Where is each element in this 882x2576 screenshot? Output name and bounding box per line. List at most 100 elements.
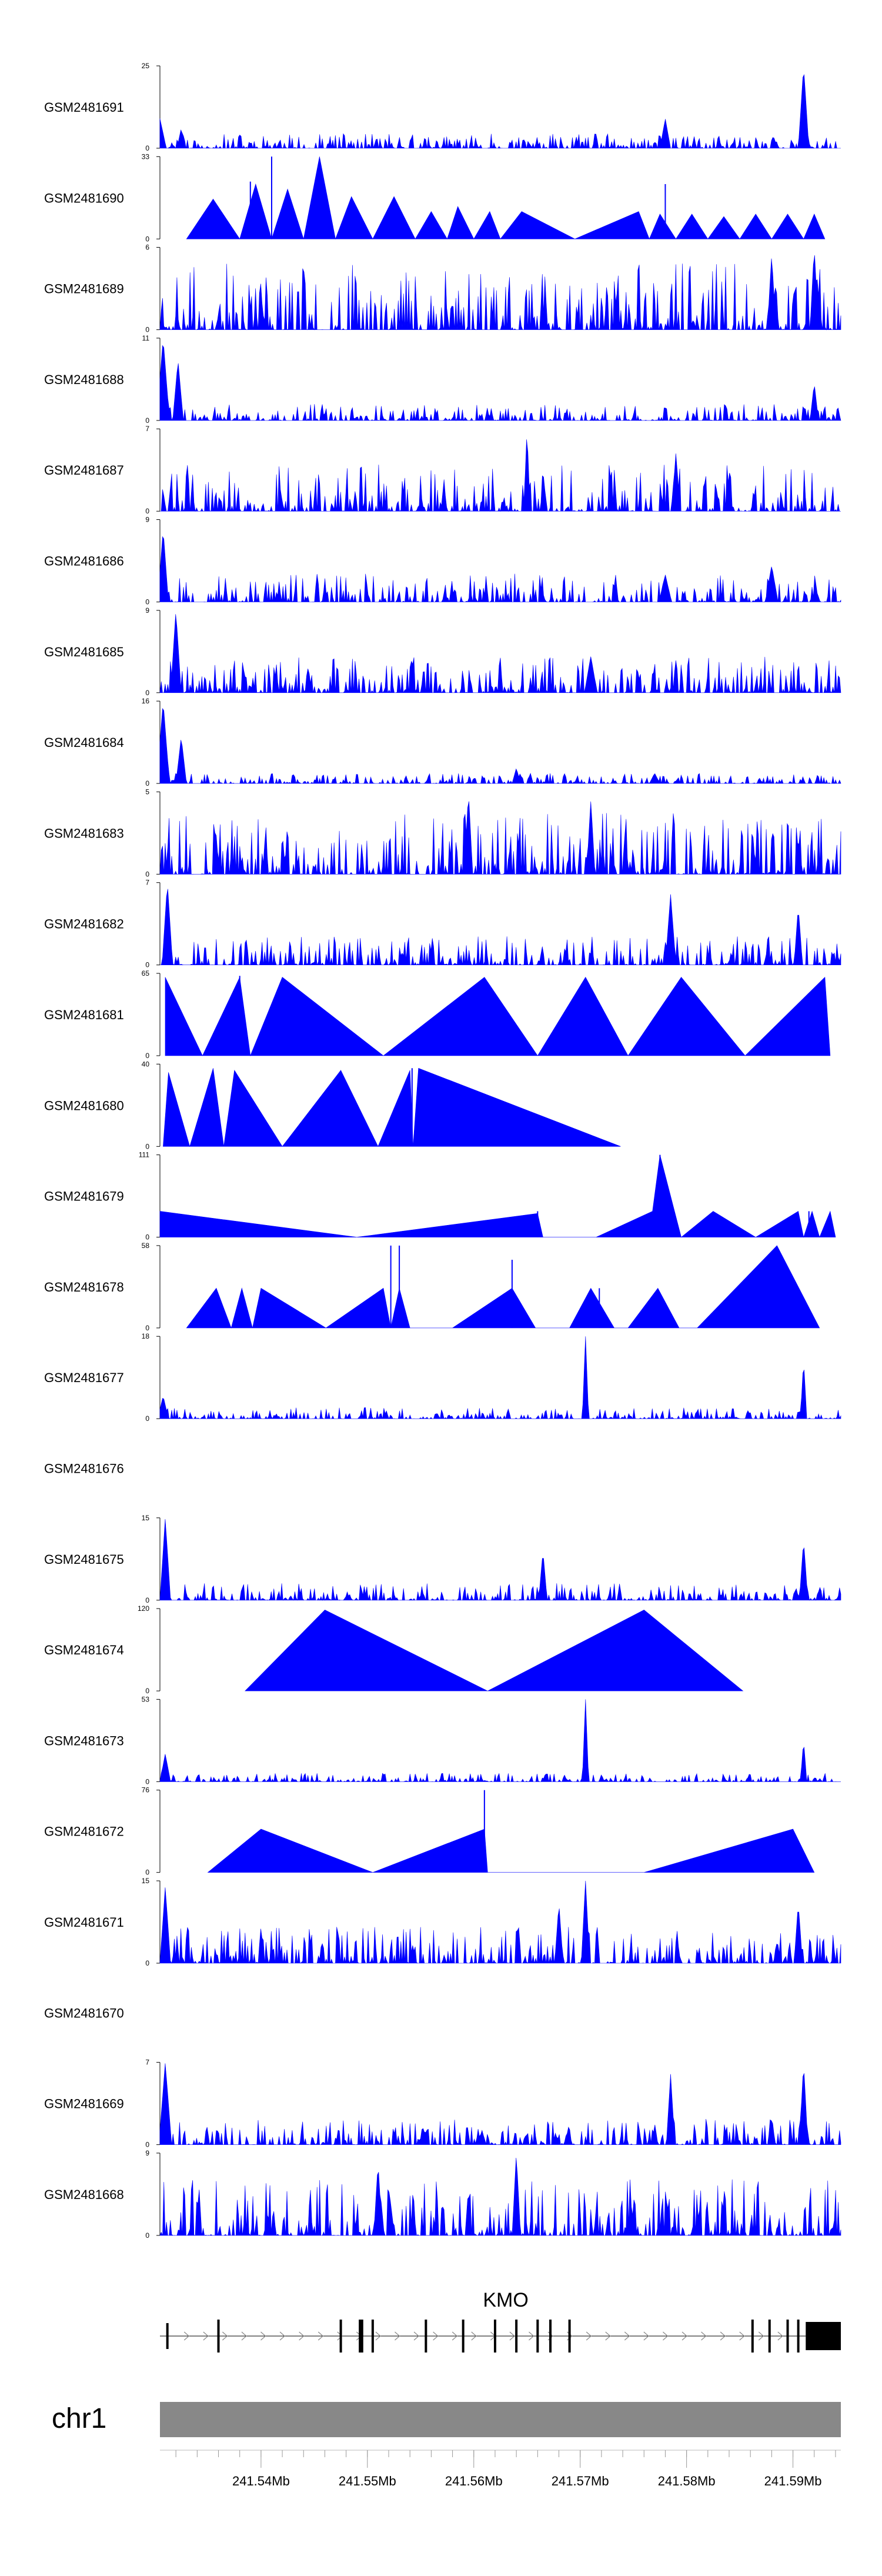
- strand-arrow-icon: [471, 2331, 477, 2341]
- track-label: GSM2481688: [44, 372, 124, 387]
- y-axis-max-label: 9: [145, 606, 149, 615]
- coverage-area: [159, 345, 841, 422]
- coverage-area: [159, 2157, 841, 2236]
- y-axis-max-label: 9: [145, 516, 149, 524]
- gene-exon: [768, 2320, 771, 2353]
- gene-exon: [339, 2320, 342, 2353]
- y-axis-max-label: 9: [145, 2149, 149, 2157]
- track-GSM2481679: GSM2481679 111 0: [44, 1151, 836, 1242]
- strand-arrow-icon: [758, 2331, 764, 2341]
- gene-exon: [462, 2320, 465, 2353]
- y-axis-min-label: 0: [145, 1687, 149, 1695]
- y-axis-min-label: 0: [145, 235, 149, 243]
- gene-name-label: KMO: [483, 2289, 528, 2311]
- gene-exon: [217, 2320, 220, 2353]
- strand-arrow-icon: [318, 2331, 324, 2341]
- track-GSM2481673: GSM2481673 53 0: [44, 1695, 841, 1786]
- track-GSM2481690: GSM2481690 33 0: [44, 152, 826, 243]
- track-GSM2481674: GSM2481674 120 0: [44, 1604, 744, 1695]
- gene-exon: [359, 2320, 362, 2353]
- coverage-area: [159, 801, 841, 875]
- y-axis-max-label: 53: [142, 1695, 150, 1703]
- coverage-area: [186, 156, 826, 240]
- axis-tick-label: 241.59Mb: [764, 2474, 822, 2488]
- y-axis-min-label: 0: [145, 1959, 149, 1967]
- y-axis-max-label: 7: [145, 425, 149, 433]
- strand-arrow-icon: [183, 2331, 190, 2341]
- gene-exon: [797, 2320, 800, 2353]
- track-label: GSM2481674: [44, 1643, 124, 1657]
- track-GSM2481684: GSM2481684 16 0: [44, 697, 841, 788]
- y-axis-max-label: 18: [142, 1332, 150, 1340]
- track-label: GSM2481683: [44, 826, 124, 840]
- strand-arrow-icon: [203, 2331, 209, 2341]
- coverage-area: [159, 1880, 841, 1964]
- gene-exon: [515, 2320, 518, 2353]
- y-axis-min-label: 0: [145, 689, 149, 697]
- track-GSM2481680: GSM2481680 40 0: [44, 1060, 621, 1150]
- coverage-area: [159, 1336, 841, 1420]
- coverage-area: [159, 2063, 841, 2145]
- gene-exon: [425, 2320, 427, 2353]
- y-axis-max-label: 7: [145, 2058, 149, 2067]
- signal-tracks: GSM2481691250GSM2481690330GSM248168960GS…: [44, 62, 841, 2240]
- coverage-area: [159, 255, 841, 331]
- strand-arrow-icon: [222, 2331, 228, 2341]
- track-GSM2481685: GSM2481685 9 0: [44, 606, 841, 697]
- strand-arrow-icon: [375, 2331, 381, 2341]
- chromosome-band: [160, 2402, 841, 2437]
- coverage-area: [165, 976, 831, 1057]
- track-GSM2481670: GSM2481670: [44, 2006, 124, 2020]
- y-axis-max-label: 5: [145, 788, 149, 796]
- y-axis-min-label: 0: [145, 416, 149, 425]
- strand-arrow-icon: [452, 2331, 458, 2341]
- track-label: GSM2481689: [44, 282, 124, 296]
- strand-arrow-icon: [241, 2331, 247, 2341]
- y-axis-max-label: 120: [138, 1604, 149, 1613]
- y-axis-min-label: 0: [145, 1414, 149, 1423]
- track-GSM2481682: GSM2481682 7 0: [44, 879, 841, 969]
- track-label: GSM2481680: [44, 1098, 124, 1113]
- track-GSM2481668: GSM2481668 9 0: [44, 2149, 841, 2240]
- y-axis-min-label: 0: [145, 1324, 149, 1332]
- y-axis-min-label: 0: [145, 1233, 149, 1242]
- coverage-area: [207, 1828, 815, 1873]
- gene-exon: [371, 2320, 374, 2353]
- y-axis-min-label: 0: [145, 598, 149, 606]
- coverage-area: [159, 1154, 836, 1238]
- strand-arrow-icon: [720, 2331, 726, 2341]
- track-label: GSM2481677: [44, 1370, 124, 1385]
- y-axis-min-label: 0: [145, 1596, 149, 1604]
- y-axis-min-label: 0: [145, 2231, 149, 2240]
- track-label: GSM2481669: [44, 2097, 124, 2111]
- y-axis-min-label: 0: [145, 507, 149, 515]
- track-GSM2481678: GSM2481678 58 0: [44, 1242, 820, 1332]
- track-GSM2481672: GSM2481672 76 0: [44, 1786, 815, 1877]
- axis-tick-label: 241.58Mb: [658, 2474, 716, 2488]
- track-label: GSM2481676: [44, 1461, 124, 1476]
- track-GSM2481686: GSM2481686 9 0: [44, 516, 841, 606]
- y-axis-max-label: 58: [142, 1242, 150, 1250]
- y-axis-max-label: 33: [142, 152, 150, 161]
- y-axis-min-label: 0: [145, 1777, 149, 1786]
- strand-arrow-icon: [279, 2331, 285, 2341]
- y-axis-max-label: 25: [142, 62, 150, 70]
- track-label: GSM2481675: [44, 1552, 124, 1567]
- y-axis-max-label: 65: [142, 969, 150, 977]
- track-label: GSM2481687: [44, 463, 124, 478]
- track-label: GSM2481678: [44, 1280, 124, 1294]
- strand-arrow-icon: [529, 2331, 534, 2341]
- chromosome-ideogram: chr1: [52, 2402, 841, 2437]
- track-label: GSM2481681: [44, 1007, 124, 1022]
- gene-exon: [493, 2320, 496, 2353]
- track-label: GSM2481685: [44, 645, 124, 659]
- strand-arrow-icon: [433, 2331, 439, 2341]
- genome-axis: 241.54Mb 241.55Mb 241.56Mb 241.57Mb 241.58Mb…: [160, 2450, 841, 2488]
- track-GSM2481677: GSM2481677 18 0: [44, 1332, 841, 1423]
- track-label: GSM2481668: [44, 2187, 124, 2202]
- strand-arrow-icon: [509, 2331, 515, 2341]
- y-axis-min-label: 0: [145, 1142, 149, 1150]
- axis-tick-label: 241.56Mb: [445, 2474, 503, 2488]
- strand-arrow-icon: [586, 2331, 592, 2341]
